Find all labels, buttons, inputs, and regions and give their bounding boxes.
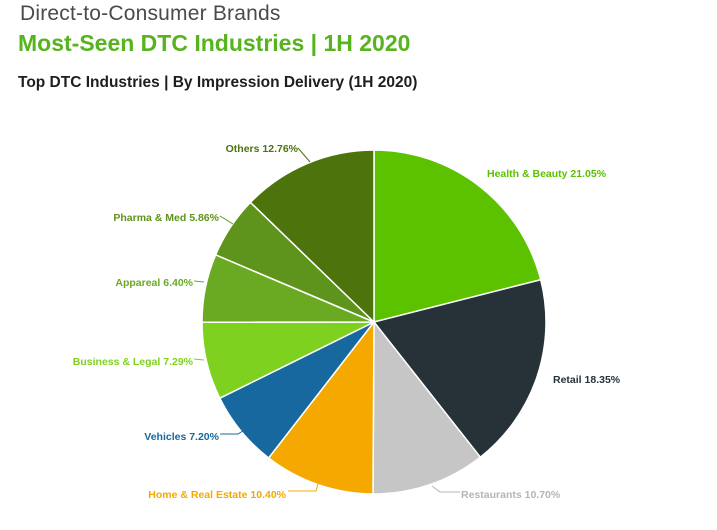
slice-label: Retail 18.35% (553, 374, 621, 386)
slice-label: Restaurants 10.70% (461, 489, 561, 501)
pie-slice-retail (373, 278, 547, 458)
slice-label: Others 12.76% (226, 143, 299, 155)
slice-label: Business & Legal 7.29% (73, 356, 194, 368)
chart-title: Top DTC Industries | By Impression Deliv… (18, 74, 418, 91)
slice-label: Health & Beauty 21.05% (487, 168, 607, 180)
leader-line (431, 485, 460, 493)
leader-line (297, 147, 311, 163)
pie-slice-health-beauty (373, 149, 542, 323)
slice-label: Home & Real Estate 10.40% (148, 489, 286, 501)
slice-label: Appareal 6.40% (115, 277, 193, 289)
leader-line (193, 280, 205, 283)
pie-slice-restaurants (372, 321, 482, 495)
leader-line (288, 483, 319, 492)
slice-label: Vehicles 7.20% (144, 431, 219, 443)
pie-slice-others (249, 149, 375, 323)
leader-line (220, 428, 247, 435)
page-title: Most-Seen DTC Industries | 1H 2020 (18, 30, 411, 56)
leader-line (219, 215, 234, 225)
slice-label: Pharma & Med 5.86% (113, 212, 219, 224)
leader-line (193, 358, 205, 361)
header-supertitle: Direct-to-Consumer Brands (20, 2, 281, 25)
